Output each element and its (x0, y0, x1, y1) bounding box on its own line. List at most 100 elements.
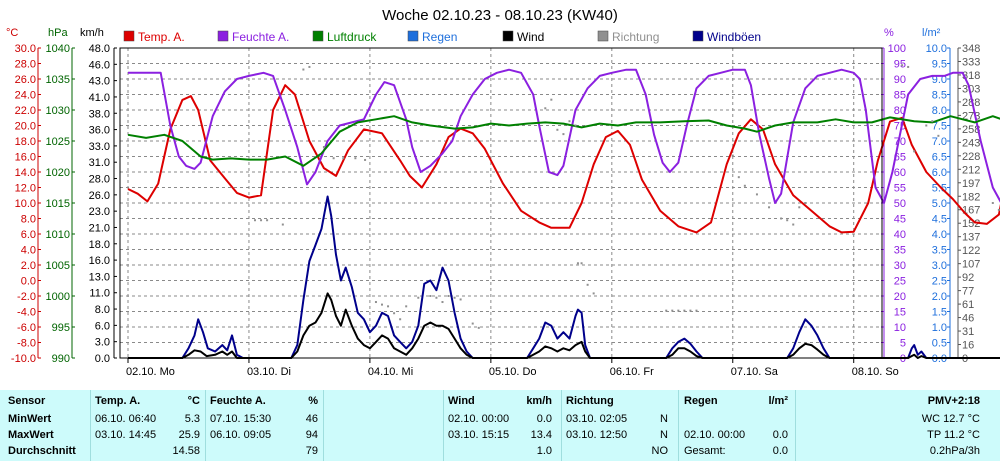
temp-time: 03.10. 14:45 (95, 429, 157, 441)
axis-tick-label-temp: 8.0 (21, 214, 36, 226)
axis-tick-label-humidity: 90 (894, 74, 906, 86)
axis-tick-label-direction: 167 (962, 205, 980, 217)
axis-tick-label-temp: -4.0 (17, 307, 36, 319)
direction-point (677, 309, 680, 312)
axis-tick-label-direction: 182 (962, 191, 980, 203)
axis-tick-label-wind: 16.0 (89, 255, 110, 267)
axis-tick-label-temp: 4.0 (21, 245, 36, 257)
temp-value: 14.58 (172, 445, 200, 457)
axis-tick-label-humidity: 70 (894, 136, 906, 148)
axis-tick-label-pressure: 995 (52, 322, 70, 334)
direction-point (913, 150, 916, 153)
row-label: Durchschnitt (8, 445, 76, 457)
legend-label: Luftdruck (327, 30, 377, 44)
direction-point (399, 318, 402, 321)
axis-tick-label-temp: 22.0 (15, 105, 36, 117)
axis-tick-label-rain: 1.0 (932, 322, 947, 334)
axis-tick-label-humidity: 10 (894, 322, 906, 334)
direction-point (447, 295, 450, 297)
wind-time: 03.10. 15:15 (448, 429, 510, 441)
legend-swatch (217, 30, 229, 42)
axis-tick-label-direction: 243 (962, 137, 980, 149)
legend-label: Wind (517, 30, 544, 44)
axis-tick-label-temp: 24.0 (15, 90, 36, 102)
axis-tick-label-rain: 0.5 (932, 338, 947, 350)
direction-point (997, 208, 1000, 211)
header-direction: Richtung (566, 395, 614, 407)
legend-label: Temp. A. (138, 30, 185, 44)
axis-tick-label-wind: 28.0 (89, 174, 110, 186)
header-temp-unit: °C (187, 395, 200, 407)
header-humidity: Feuchte A. (210, 395, 266, 407)
legend-swatch (692, 30, 704, 42)
axis-tick-label-humidity: 95 (894, 59, 906, 71)
axis-tick-label-wind: 48.0 (89, 43, 110, 55)
axis-tick-label-rain: 10.0 (926, 43, 947, 55)
rain-time: 02.10. 00:00 (684, 429, 746, 441)
axis-tick-label-pressure: 1025 (46, 136, 70, 148)
rain-time: Gesamt: (684, 445, 726, 457)
axis-tick-label-direction: 228 (962, 151, 980, 163)
axis-tick-label-direction: 348 (962, 43, 980, 55)
axis-tick-label-pressure: 1035 (46, 74, 70, 86)
unit-wind: km/h (80, 27, 104, 39)
axis-tick-label-wind: 43.0 (89, 76, 110, 88)
series-line-luftdruck (127, 115, 1000, 167)
direction-point (281, 223, 284, 226)
direction-point (731, 154, 734, 157)
direction-point (780, 217, 783, 220)
direction-point (592, 292, 595, 295)
axis-tick-label-wind: 8.0 (95, 304, 110, 316)
axis-tick-label-direction: 77 (962, 286, 974, 298)
direction-point (689, 309, 692, 312)
axis-tick-label-direction: 61 (962, 299, 974, 311)
axis-tick-label-temp: 30.0 (15, 43, 36, 55)
temp-value: 25.9 (178, 429, 200, 441)
direction-point (804, 202, 807, 204)
direction-point (586, 283, 589, 286)
direction-value: N (660, 413, 668, 425)
direction-point (907, 65, 910, 68)
extra-value: 0.2hPa/3h (929, 445, 980, 457)
axis-tick-label-wind: 33.0 (89, 141, 110, 153)
axis-tick-label-humidity: 100 (888, 43, 906, 55)
rain-value: 0.0 (772, 445, 788, 457)
direction-point (471, 322, 474, 325)
axis-tick-label-rain: 6.5 (932, 152, 947, 164)
direction-point (798, 206, 801, 209)
axis-tick-label-pressure: 1010 (46, 229, 70, 241)
axis-tick-label-wind: 31.0 (89, 157, 110, 169)
direction-point (665, 309, 668, 312)
extra-value: WC 12.7 °C (921, 413, 980, 425)
axis-tick-label-direction: 46 (962, 313, 974, 325)
series-line-temp-a (127, 84, 1000, 234)
x-tick-label: 02.10. Mo (126, 366, 175, 378)
axis-tick-label-humidity: 20 (894, 291, 906, 303)
axis-tick-label-rain: 1.5 (932, 307, 947, 319)
legend-swatch (407, 30, 419, 42)
stats-row-average: Durchschnitt 14.58 79 1.0 NO Gesamt: 0.0… (0, 444, 1000, 458)
direction-point (755, 193, 758, 196)
legend-label: Richtung (612, 30, 659, 44)
column-divider (323, 390, 324, 461)
axis-tick-label-temp: 26.0 (15, 74, 36, 86)
direction-point (768, 206, 771, 209)
axis-tick-label-rain: 5.5 (932, 183, 947, 195)
axis-tick-label-pressure: 990 (52, 353, 70, 365)
direction-point (574, 124, 577, 127)
column-divider (90, 390, 91, 461)
axis-tick-label-temp: 20.0 (15, 121, 36, 133)
axes: 02.10. Mo 03.10. Di 04.10. Mi 05.10. Do 06.1… (11, 43, 980, 378)
axis-tick-label-temp: 6.0 (21, 229, 36, 241)
axis-tick-label-rain: 7.5 (932, 121, 947, 133)
header-temp: Temp. A. (95, 395, 141, 407)
axis-tick-label-direction: 92 (962, 272, 974, 284)
axis-tick-label-direction: 152 (962, 218, 980, 230)
direction-point (435, 296, 438, 299)
direction-point (254, 219, 256, 222)
axis-tick-label-direction: 212 (962, 164, 980, 176)
direction-point (260, 219, 263, 222)
humidity-time: 06.10. 09:05 (210, 429, 272, 441)
direction-point (937, 134, 940, 137)
x-tick-label: 04.10. Mi (368, 366, 413, 378)
